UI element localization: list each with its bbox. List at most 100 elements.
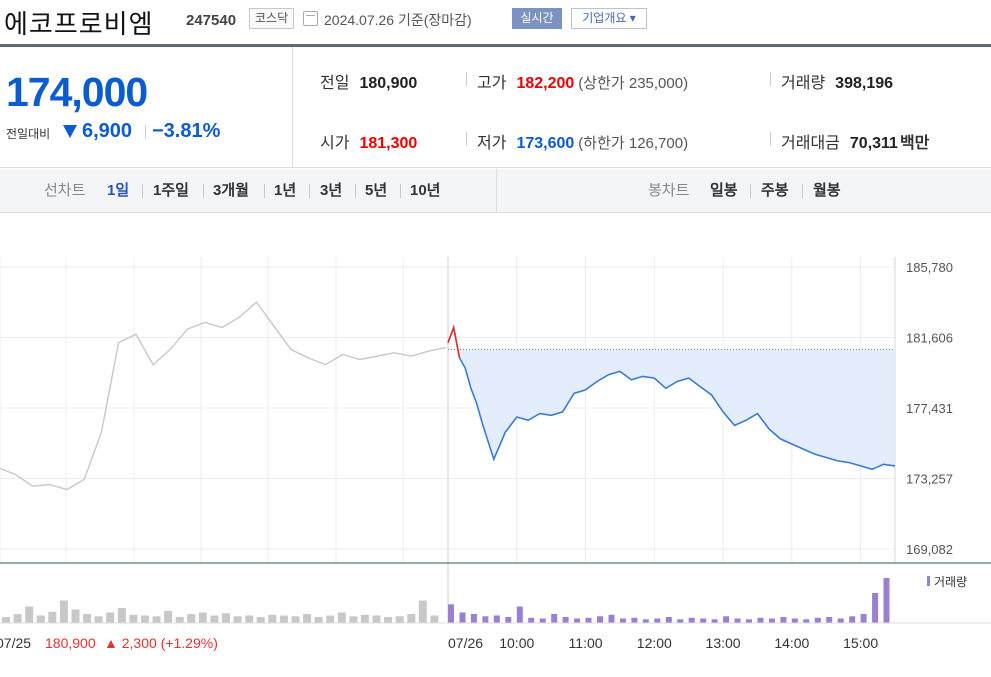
high-value: 182,200 <box>516 75 575 92</box>
quote-summary: 174,000 전일대비 6,900 −3.81% 전일 180,900 고가 18… <box>0 47 991 168</box>
volume-bar-prev <box>303 614 312 623</box>
header-divider <box>0 44 991 47</box>
period-tab-1y[interactable]: 1년 <box>274 182 297 199</box>
volume-bar-today <box>723 616 730 624</box>
volume-bar-prev <box>245 615 254 623</box>
today-price-line <box>447 324 896 471</box>
nav-divider <box>142 184 143 198</box>
high-label: 고가 <box>477 75 507 92</box>
volume-bar-today <box>677 619 684 624</box>
volume-legend-swatch <box>927 576 930 586</box>
nav-section-divider <box>496 169 497 213</box>
volume-bar-today <box>837 618 844 623</box>
volume-bar-prev <box>198 612 207 623</box>
volume-bar-prev <box>291 616 300 624</box>
volume: 거래량 398,196 <box>781 69 893 93</box>
volume-bar-today <box>665 617 672 623</box>
period-tab-5y[interactable]: 5년 <box>365 182 388 199</box>
volume-bars <box>2 578 890 624</box>
change-label: 전일대비 <box>6 127 51 141</box>
volume-bar-prev <box>152 616 161 624</box>
today-up-segment <box>447 324 461 359</box>
volume-bar-today <box>688 617 695 624</box>
x-tick-label: 13:00 <box>706 635 741 651</box>
candle-tab-daily[interactable]: 일봉 <box>710 182 738 199</box>
market-badge: 코스닥 <box>249 8 295 29</box>
prev-day-close: 180,900 <box>45 635 96 651</box>
candle-tab-monthly[interactable]: 월봉 <box>813 182 841 199</box>
volume-bar-today <box>803 619 810 624</box>
volume-bar-today <box>791 618 798 623</box>
change-value: 6,900 <box>82 120 133 142</box>
calendar-icon <box>303 11 318 26</box>
nav-divider <box>264 184 265 198</box>
stock-name: 에코프로비엠 <box>4 9 154 39</box>
volume-bar-prev <box>222 613 230 624</box>
candle-tab-weekly[interactable]: 주봉 <box>761 182 789 199</box>
candle-chart-label: 봉차트 <box>648 182 690 199</box>
period-tab-1w[interactable]: 1주일 <box>153 182 189 199</box>
live-button[interactable]: 실시간 <box>512 8 562 29</box>
volume-value: 398,196 <box>835 75 894 92</box>
volume-bar-today <box>768 618 775 623</box>
volume-bar-prev <box>117 608 126 623</box>
summary-separator <box>466 132 467 146</box>
nav-divider <box>802 184 803 198</box>
volume-bar-today <box>562 617 569 623</box>
volume-bar-prev <box>407 614 416 623</box>
period-nav: 선차트 1일 1주일 3개월 1년 3년 5년 10년 봉차트 일봉 주봉 월봉 <box>0 169 991 213</box>
x-tick-label: 14:00 <box>774 635 809 651</box>
open-value: 181,300 <box>359 135 418 152</box>
line-chart-label: 선차트 <box>44 182 86 199</box>
volume-legend: 거래량 <box>927 575 967 589</box>
volume-bar-prev <box>164 611 173 623</box>
y-tick-label: 173,257 <box>906 472 953 487</box>
volume-bar-today <box>860 614 867 623</box>
volume-bar-prev <box>140 615 149 623</box>
low-price: 저가 173,600 (하한가 126,700) <box>477 129 688 153</box>
volume-bar-today <box>700 618 707 623</box>
volume-bar-today <box>757 617 764 624</box>
period-tab-1d[interactable]: 1일 <box>107 182 130 199</box>
summary-separator <box>770 72 771 86</box>
period-tab-10y[interactable]: 10년 <box>410 182 441 199</box>
change-percent: −3.81% <box>152 120 221 142</box>
volume-bar-today <box>551 614 558 623</box>
volume-bar-prev <box>372 615 381 623</box>
chart-grid <box>0 257 896 623</box>
period-tab-3m[interactable]: 3개월 <box>213 182 249 199</box>
volume-bar-prev <box>71 609 80 623</box>
turnover-unit: 백만 <box>899 135 930 152</box>
summary-separator <box>770 132 771 146</box>
volume-bar-today <box>528 617 535 624</box>
x-tick-label: 11:00 <box>569 635 603 651</box>
change-separator <box>145 125 146 139</box>
volume-bar-today <box>470 614 477 623</box>
nav-divider <box>309 184 310 198</box>
volume-bar-today <box>711 619 718 624</box>
low-label: 저가 <box>477 135 507 152</box>
x-tick-label: 12:00 <box>637 635 672 651</box>
y-tick-label: 177,431 <box>906 401 953 416</box>
volume-bar-prev <box>187 614 196 623</box>
volume-bar-today <box>459 612 466 623</box>
below-reference-fill <box>459 349 895 470</box>
nav-divider <box>203 184 204 198</box>
period-tab-3y[interactable]: 3년 <box>320 182 343 199</box>
corp-overview-button[interactable]: 기업개요 ▾ <box>571 8 647 29</box>
x-tick-label: 07/26 <box>448 635 483 651</box>
volume-bar-today <box>585 617 592 624</box>
prev-day-change: ▲ 2,300 (+1.29%) <box>104 635 218 651</box>
volume-bar-prev <box>94 616 103 624</box>
prev-close-value: 180,900 <box>359 75 418 92</box>
volume-bar-today <box>849 616 856 624</box>
prev-close: 전일 180,900 <box>320 69 417 93</box>
lower-limit: (하한가 126,700) <box>578 135 689 152</box>
x-tick-label: 10:00 <box>499 635 534 651</box>
price-box: 174,000 전일대비 6,900 −3.81% <box>0 47 293 168</box>
volume-bar-prev <box>59 600 68 623</box>
high-price: 고가 182,200 (상한가 235,000) <box>477 69 688 93</box>
stock-code: 247540 <box>186 12 237 29</box>
prev-day-price-line <box>0 301 447 491</box>
